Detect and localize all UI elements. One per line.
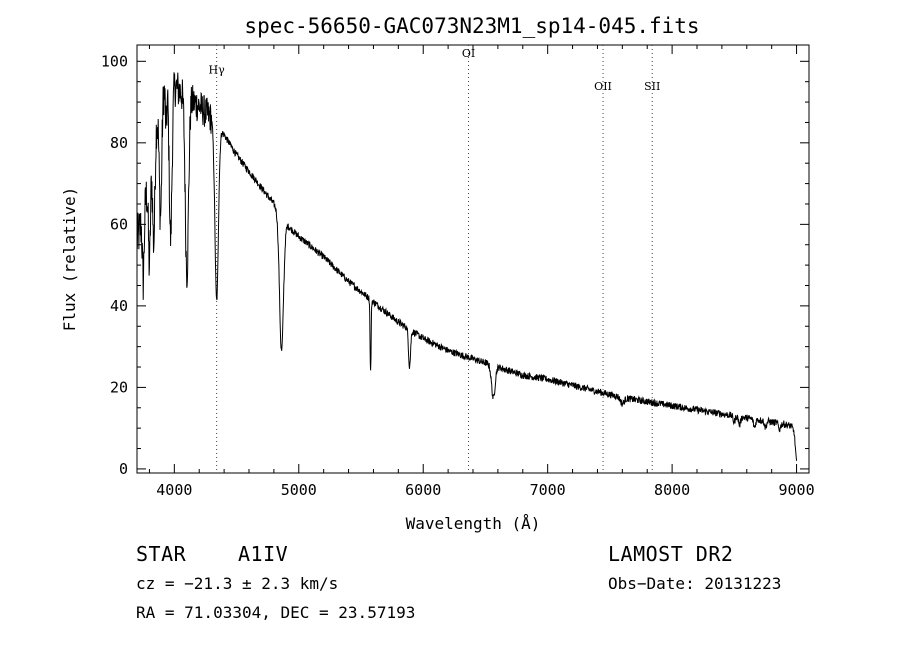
spectral-subclass: A1IV	[238, 542, 289, 566]
redshift-cz: cz = −21.3 ± 2.3 km/s	[136, 574, 339, 593]
line-marker-label: SII	[644, 80, 660, 93]
line-marker-label: OI	[462, 47, 475, 60]
y-tick-label: 80	[110, 134, 128, 152]
y-tick-label: 0	[119, 460, 128, 478]
y-tick-label: 20	[110, 378, 128, 396]
survey-name: LAMOST DR2	[608, 542, 734, 566]
observation-date: Obs−Date: 20131223	[608, 574, 782, 593]
coordinates: RA = 71.03304, DEC = 23.57193	[136, 603, 416, 622]
x-tick-label: 9000	[778, 481, 814, 499]
y-tick-label: 60	[110, 215, 128, 233]
x-tick-label: 7000	[530, 481, 566, 499]
x-tick-label: 5000	[281, 481, 317, 499]
spectrum-line	[136, 72, 798, 461]
line-marker-label: Hγ	[209, 64, 226, 77]
plot-frame	[136, 44, 810, 474]
x-tick-label: 8000	[654, 481, 690, 499]
x-tick-label: 6000	[405, 481, 441, 499]
object-type: STAR	[136, 542, 187, 566]
chart-title: spec-56650-GAC073N23M1_sp14-045.fits	[244, 14, 699, 38]
x-tick-label: 4000	[156, 481, 192, 499]
y-axis-label: Flux (relative)	[60, 187, 79, 332]
y-tick-label: 40	[110, 297, 128, 315]
y-tick-label: 100	[101, 52, 128, 70]
line-marker-label: OII	[594, 80, 612, 93]
x-axis-label: Wavelength (Å)	[406, 514, 541, 533]
